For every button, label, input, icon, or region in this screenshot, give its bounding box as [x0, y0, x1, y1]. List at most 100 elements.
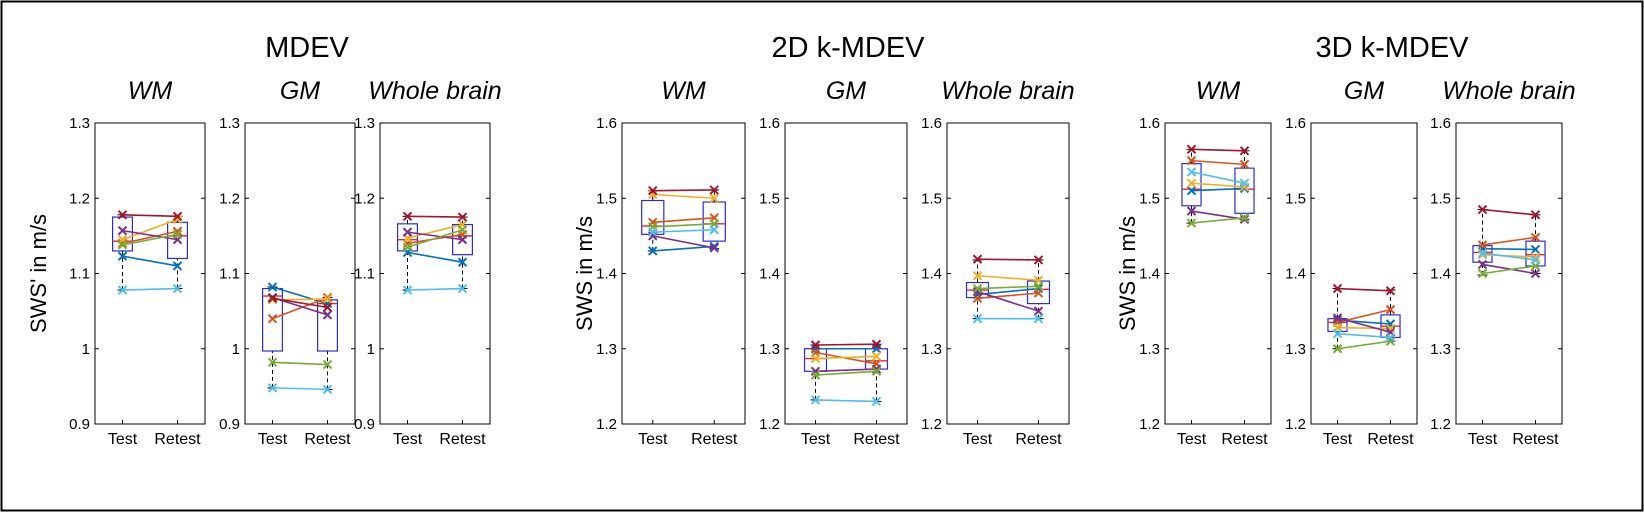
panel-1: GM 1.2 1.3 1.4 1.5 1.6 Test Retest — [1285, 77, 1418, 448]
series-point-test — [402, 285, 413, 295]
series-point-retest — [1033, 306, 1044, 316]
y-tick-label: 1.3 — [1139, 341, 1160, 358]
series-point-retest — [709, 225, 719, 235]
y-tick-label: 1.2 — [596, 416, 617, 433]
box — [1234, 167, 1255, 214]
series-line — [407, 287, 463, 291]
series-point-test — [1332, 315, 1343, 325]
box — [1181, 163, 1202, 207]
series-point-test — [1477, 248, 1488, 258]
y-tick-label: 1.3 — [354, 115, 375, 132]
series-line — [1191, 182, 1245, 188]
series-line — [407, 231, 463, 241]
y-tick-label: 1.6 — [1139, 115, 1160, 132]
series-point-test — [1186, 155, 1197, 166]
series-point-retest — [1530, 232, 1541, 243]
series-point-test — [1332, 283, 1343, 294]
y-tick-label: 1.3 — [69, 115, 90, 132]
series-point-test — [1477, 240, 1488, 250]
series-point-retest — [871, 366, 882, 377]
series-line — [815, 399, 877, 403]
y-tick-label: 1.2 — [1139, 416, 1160, 433]
series-point-retest — [172, 211, 183, 222]
series-point-test — [810, 340, 821, 350]
panel-2: Whole brain 1.2 1.3 1.4 1.5 1.6 Test Retest — [1430, 77, 1576, 448]
series-line — [1191, 187, 1245, 192]
series-point-retest — [1033, 288, 1044, 298]
series-point-test — [810, 370, 821, 380]
y-tick-label: 1.6 — [596, 115, 617, 132]
series-line — [272, 297, 328, 309]
series-line — [977, 292, 1039, 300]
series-point-test — [810, 353, 821, 364]
series-point-retest — [322, 359, 333, 370]
group-title: 2D k-MDEV — [771, 32, 925, 64]
series-point-test — [402, 242, 413, 252]
series-point-test — [402, 227, 413, 237]
series-point-retest — [1239, 178, 1250, 188]
series-point-test — [117, 240, 128, 250]
series-point-test — [1186, 167, 1197, 177]
box — [397, 223, 419, 252]
series-line — [815, 343, 877, 346]
series-point-retest — [1385, 336, 1396, 346]
series-point-test — [267, 313, 278, 324]
panel-0: WM 1.2 1.3 1.4 1.5 1.6 Test Retest — [596, 77, 746, 448]
y-tick-label: 1.4 — [921, 266, 942, 283]
series-point-test — [1477, 204, 1488, 215]
y-tick-label: 1.4 — [596, 266, 617, 283]
series-point-retest — [709, 193, 719, 203]
series-line — [1482, 247, 1536, 251]
series-line — [815, 355, 877, 360]
series-line — [1191, 159, 1245, 166]
x-tick-label: Retest — [1367, 431, 1414, 448]
series-point-retest — [1530, 210, 1541, 220]
series-line — [1337, 317, 1391, 333]
series-line — [652, 245, 715, 252]
y-tick-label: 0.9 — [69, 416, 90, 433]
x-tick-label: Test — [1177, 431, 1207, 448]
series-point-test — [648, 186, 658, 196]
series-point-retest — [1239, 146, 1250, 156]
series-point-test — [1186, 218, 1197, 228]
y-tick-label: 1 — [367, 341, 375, 358]
series-line — [977, 258, 1039, 261]
series-point-test — [267, 293, 278, 304]
series-point-test — [1477, 268, 1488, 279]
panel-0: WM 1.2 1.3 1.4 1.5 1.6 Test Retest — [1139, 77, 1272, 448]
series-point-test — [972, 313, 983, 324]
series-line — [652, 223, 715, 228]
series-point-retest — [322, 384, 333, 395]
x-tick-label: Test — [963, 431, 993, 448]
y-tick-label: 1.6 — [1285, 115, 1306, 132]
series-point-retest — [1033, 313, 1044, 324]
series-point-retest — [1530, 255, 1541, 265]
series-point-retest — [871, 339, 882, 349]
panel-1: GM 1.2 1.3 1.4 1.5 1.6 Test Retest — [759, 77, 908, 448]
y-tick-label: 1.4 — [759, 266, 780, 283]
series-point-retest — [322, 302, 333, 313]
series-point-retest — [1385, 332, 1396, 343]
series-point-retest — [1385, 304, 1396, 315]
series-point-retest — [1239, 159, 1250, 170]
series-line — [272, 387, 328, 391]
series-point-test — [1186, 178, 1197, 188]
series-point-retest — [1239, 182, 1250, 192]
series-line — [815, 370, 877, 376]
panel-title: Whole brain — [941, 77, 1074, 105]
x-tick-label: Retest — [691, 431, 738, 448]
series-point-test — [1477, 259, 1488, 270]
series-point-test — [117, 225, 128, 236]
series-point-retest — [871, 396, 882, 407]
y-tick-label: 1.6 — [921, 115, 942, 132]
box — [111, 216, 133, 252]
x-tick-label: Retest — [154, 431, 201, 448]
series-line — [1482, 265, 1536, 275]
series-point-test — [1477, 249, 1488, 260]
series-point-test — [648, 231, 658, 241]
series-point-test — [972, 283, 983, 294]
y-tick-label: 1.1 — [219, 266, 240, 283]
y-tick-label: 1.1 — [69, 266, 90, 283]
series-line — [1337, 332, 1391, 339]
panel-0: WM 0.9 1 1.1 1.2 1.3 Test Retest — [69, 77, 206, 448]
